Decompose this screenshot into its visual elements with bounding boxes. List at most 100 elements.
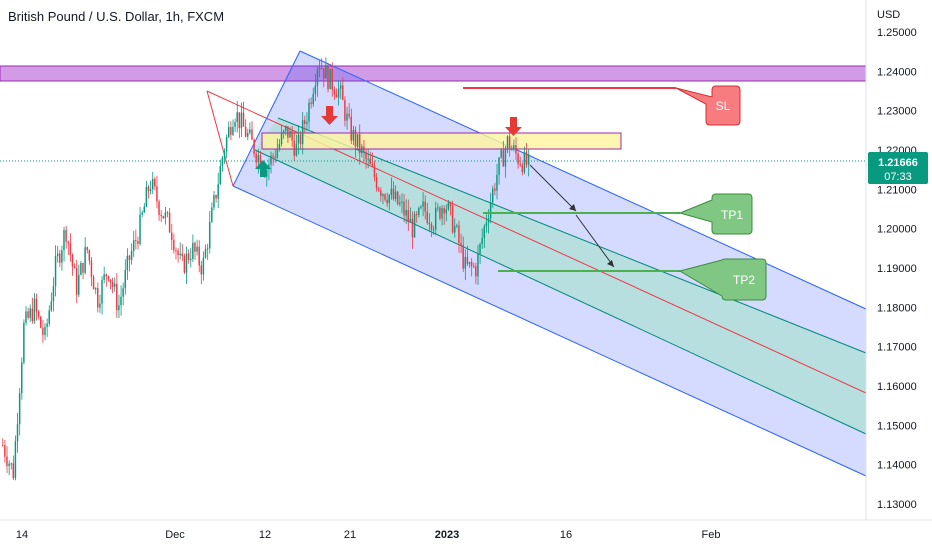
candle-body[interactable] [109, 279, 112, 283]
candle-body[interactable] [67, 241, 69, 244]
candle-body[interactable] [251, 129, 253, 140]
candle-body[interactable] [274, 156, 276, 158]
candle-body[interactable] [327, 65, 329, 90]
candle-body[interactable] [232, 126, 234, 135]
candle-body[interactable] [230, 127, 232, 135]
candle-body[interactable] [483, 226, 486, 239]
candle-body[interactable] [25, 311, 27, 323]
candle-body[interactable] [432, 229, 435, 231]
candle-body[interactable] [33, 298, 36, 321]
candle-body[interactable] [523, 151, 526, 173]
candle-body[interactable] [249, 129, 251, 134]
candle-body[interactable] [479, 243, 481, 254]
candle-body[interactable] [517, 153, 519, 165]
candle-body[interactable] [242, 112, 245, 127]
tp1-callout[interactable]: TP1 [678, 193, 753, 235]
candle-body[interactable] [472, 266, 475, 268]
candle-body[interactable] [103, 274, 105, 281]
candle-body[interactable] [489, 202, 492, 219]
candle-body[interactable] [183, 256, 186, 273]
candle-body[interactable] [342, 85, 344, 101]
candle-body[interactable] [291, 131, 293, 141]
candle-body[interactable] [175, 250, 177, 252]
candle-body[interactable] [6, 456, 8, 467]
candle-body[interactable] [54, 256, 57, 287]
candle-body[interactable] [329, 68, 331, 90]
candle-body[interactable] [498, 157, 500, 175]
candle-body[interactable] [227, 127, 230, 138]
candle-body[interactable] [371, 164, 374, 166]
candle-body[interactable] [487, 218, 490, 223]
candle-body[interactable] [141, 212, 143, 215]
tp2-callout[interactable]: TP2 [678, 258, 767, 301]
candle-body[interactable] [162, 216, 164, 219]
candle-body[interactable] [394, 191, 397, 199]
candle-body[interactable] [301, 120, 304, 145]
candle-body[interactable] [69, 243, 72, 255]
candle-body[interactable] [413, 214, 416, 238]
candle-body[interactable] [350, 116, 352, 141]
candle-body[interactable] [124, 270, 126, 289]
candle-body[interactable] [280, 133, 283, 145]
candle-body[interactable] [71, 254, 74, 267]
candle-body[interactable] [164, 212, 167, 219]
candle-body[interactable] [409, 218, 412, 223]
candle-body[interactable] [156, 186, 158, 202]
candle-body[interactable] [358, 134, 361, 154]
candle-body[interactable] [500, 150, 502, 158]
candle-body[interactable] [158, 201, 160, 215]
candle-body[interactable] [411, 218, 414, 238]
candle-body[interactable] [42, 327, 44, 336]
candle-body[interactable] [392, 188, 395, 199]
candle-body[interactable] [194, 242, 196, 252]
candle-body[interactable] [380, 190, 382, 197]
candle-body[interactable] [130, 251, 133, 261]
candle-body[interactable] [223, 151, 226, 158]
candle-body[interactable] [154, 178, 156, 187]
candle-body[interactable] [508, 136, 511, 151]
candle-body[interactable] [179, 253, 181, 256]
candle-body[interactable] [295, 143, 298, 156]
candle-body[interactable] [396, 191, 399, 205]
candle-body[interactable] [346, 113, 348, 121]
candle-body[interactable] [297, 134, 300, 144]
candle-body[interactable] [86, 247, 88, 251]
candle-body[interactable] [187, 253, 190, 261]
candle-body[interactable] [135, 240, 137, 242]
candle-body[interactable] [10, 463, 12, 465]
candle-body[interactable] [65, 230, 67, 242]
candle-body[interactable] [40, 316, 42, 328]
candle-body[interactable] [456, 225, 458, 227]
candle-body[interactable] [386, 199, 388, 204]
candle-body[interactable] [365, 151, 367, 160]
candle-body[interactable] [373, 165, 376, 178]
candle-body[interactable] [257, 155, 260, 163]
candle-body[interactable] [318, 68, 321, 70]
candle-body[interactable] [84, 247, 86, 273]
candle-body[interactable] [23, 322, 25, 363]
candle-body[interactable] [481, 238, 483, 244]
candle-body[interactable] [12, 463, 15, 479]
candle-body[interactable] [192, 242, 194, 259]
candle-body[interactable] [285, 126, 287, 131]
candle-body[interactable] [276, 148, 279, 158]
candle-body[interactable] [219, 166, 222, 185]
candle-body[interactable] [320, 68, 323, 70]
candle-body[interactable] [384, 194, 386, 200]
candle-body[interactable] [92, 276, 95, 290]
candle-body[interactable] [388, 194, 390, 204]
candle-body[interactable] [458, 225, 460, 244]
candle-body[interactable] [18, 393, 21, 425]
candle-body[interactable] [238, 112, 241, 129]
supply-zone[interactable] [261, 132, 622, 150]
candle-body[interactable] [78, 274, 80, 295]
candle-body[interactable] [166, 212, 169, 214]
candle-body[interactable] [337, 88, 340, 98]
candle-body[interactable] [202, 257, 205, 275]
candle-body[interactable] [189, 258, 192, 261]
candle-body[interactable] [496, 174, 498, 191]
candle-body[interactable] [208, 221, 211, 249]
candle-body[interactable] [244, 126, 247, 137]
candle-body[interactable] [502, 150, 505, 167]
candle-body[interactable] [200, 265, 203, 275]
